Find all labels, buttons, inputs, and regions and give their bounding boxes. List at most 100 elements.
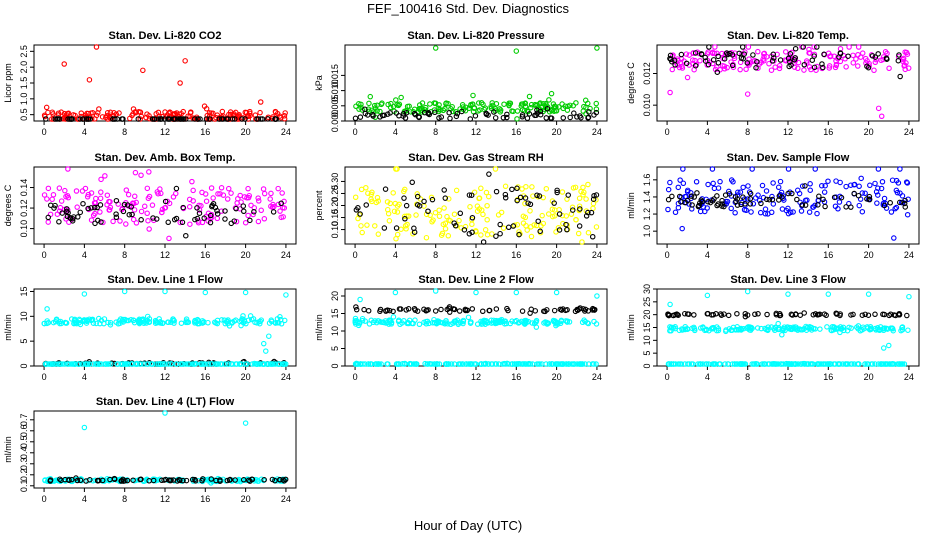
y-tick-label: 0.10 [19, 220, 29, 238]
data-point [806, 50, 812, 56]
data-point [257, 320, 263, 327]
x-tick-label: 20 [864, 127, 874, 137]
data-point [215, 191, 221, 197]
data-point [785, 55, 792, 62]
data-point [594, 293, 600, 299]
data-point [492, 166, 499, 172]
data-point [103, 114, 109, 121]
data-point [222, 208, 228, 214]
data-point [214, 207, 220, 214]
data-point [806, 46, 812, 53]
data-point [807, 181, 813, 187]
data-point [375, 361, 381, 367]
page-title: FEF_100416 Std. Dev. Diagnostics [366, 1, 570, 16]
data-point [904, 312, 910, 319]
x-tick-label: 4 [393, 250, 398, 260]
data-point [192, 476, 198, 483]
data-point [682, 193, 688, 200]
data-point [65, 361, 71, 367]
data-point [136, 320, 143, 327]
data-point [585, 229, 592, 236]
data-point [138, 172, 144, 178]
data-point [585, 209, 591, 216]
data-point [82, 185, 89, 192]
data-point [548, 90, 555, 97]
data-point [824, 324, 830, 330]
data-point [453, 187, 460, 194]
data-point [710, 198, 716, 204]
x-tick-label: 12 [783, 372, 793, 382]
data-point [524, 115, 531, 121]
data-point [902, 197, 908, 204]
data-point [806, 209, 813, 215]
data-point [143, 114, 149, 121]
data-point [146, 319, 152, 325]
data-point [688, 361, 695, 367]
y-tick-label: 0.4 [19, 447, 29, 460]
x-tick-label: 16 [511, 127, 521, 137]
data-point [84, 318, 90, 324]
data-point [159, 209, 165, 216]
data-point [242, 289, 249, 296]
data-point [497, 221, 503, 228]
data-point [228, 190, 234, 196]
data-point [478, 185, 484, 192]
data-point [864, 361, 870, 367]
data-point [445, 233, 452, 239]
data-point [878, 185, 885, 192]
data-point [724, 64, 730, 71]
data-point [547, 115, 554, 121]
data-point [692, 57, 698, 64]
data-point [895, 57, 902, 64]
data-point [795, 65, 801, 72]
data-point [537, 228, 543, 235]
data-point [277, 477, 283, 483]
data-point [590, 205, 596, 212]
data-point [675, 57, 681, 64]
chart-title: Stan. Dev. Line 2 Flow [418, 274, 534, 286]
data-point [190, 187, 196, 194]
data-point [144, 210, 150, 217]
data-point [441, 205, 447, 211]
data-point [744, 196, 751, 202]
data-point [825, 361, 831, 367]
data-point [684, 74, 691, 81]
data-point [470, 92, 476, 99]
data-point [445, 321, 451, 327]
x-tick-label: 16 [823, 250, 833, 260]
data-point [794, 196, 800, 203]
data-point [480, 308, 486, 315]
data-point [235, 195, 241, 202]
data-point [59, 210, 66, 216]
data-point [715, 53, 721, 60]
data-point [899, 324, 905, 331]
x-tick-label: 24 [281, 250, 291, 260]
data-point [186, 361, 192, 367]
data-point [189, 476, 196, 483]
data-point [782, 49, 789, 55]
data-point [469, 215, 476, 221]
data-point [887, 200, 893, 206]
data-point [411, 225, 417, 232]
data-point [544, 106, 551, 112]
data-point [734, 310, 740, 317]
data-point [591, 192, 597, 199]
data-point [546, 361, 553, 367]
data-point [902, 204, 908, 210]
data-point [573, 100, 579, 106]
data-point [677, 177, 683, 183]
data-point [240, 477, 247, 483]
data-point [583, 213, 590, 219]
data-point [391, 208, 398, 215]
data-point [474, 321, 481, 327]
data-point [387, 104, 394, 111]
data-point [754, 59, 760, 65]
chart-panel: Stan. Dev. Li-820 CO2 0 4 8 12 16 20 24 0.5 1.0 1.… [3, 30, 297, 137]
data-point [897, 73, 903, 80]
data-point [851, 181, 857, 188]
data-point [862, 311, 868, 318]
data-point [831, 194, 838, 201]
data-point [194, 205, 200, 211]
data-point [101, 320, 107, 327]
data-point [679, 225, 685, 232]
